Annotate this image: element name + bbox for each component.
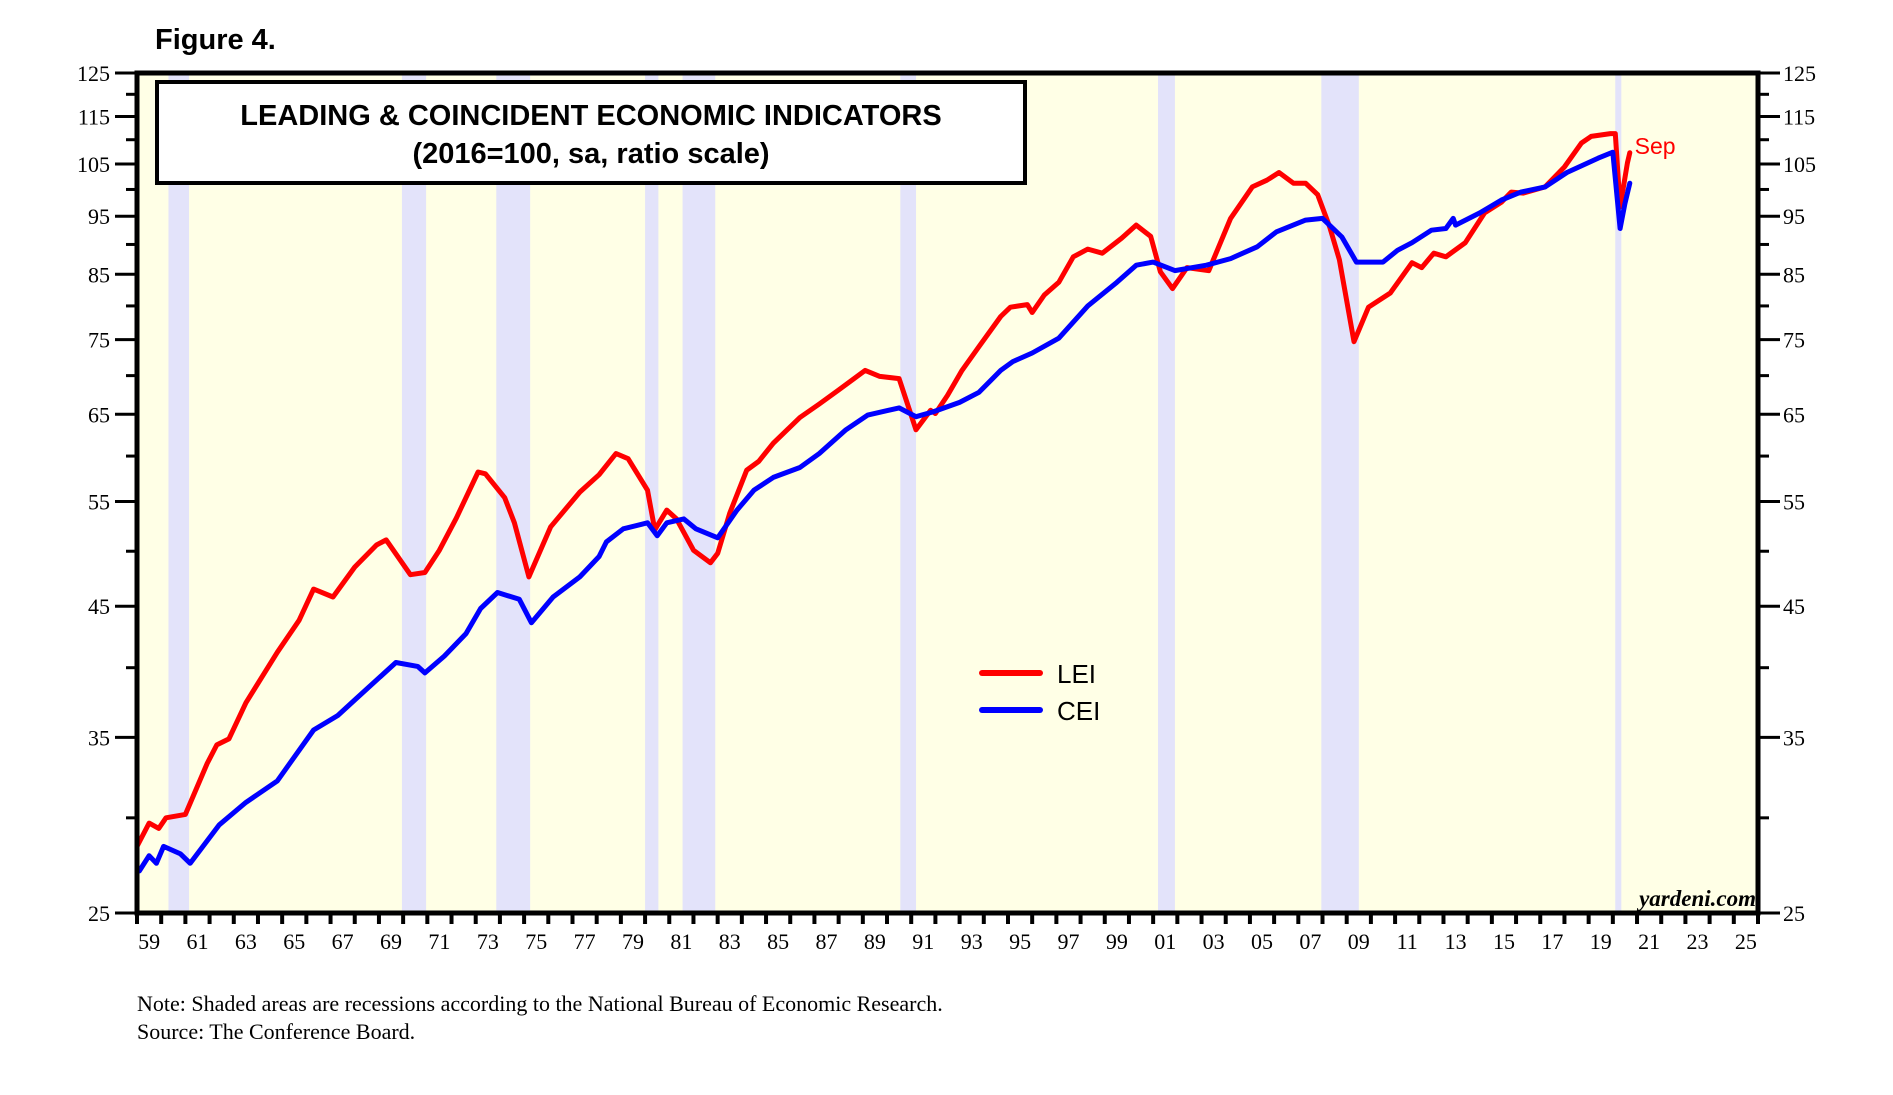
y-tick-label-left: 115 [78,105,110,130]
y-tick-label-left: 25 [88,901,110,926]
x-tick-label: 73 [477,929,499,954]
chart-subtitle: (2016=100, sa, ratio scale) [412,138,769,170]
recession-band [1157,73,1175,913]
y-tick-label-right: 85 [1783,262,1805,287]
recession-band [1321,73,1359,913]
y-tick-label-left: 65 [88,402,110,427]
x-tick-label: 89 [864,929,886,954]
x-tick-label: 83 [719,929,741,954]
y-tick-label-right: 65 [1783,402,1805,427]
x-tick-label: 79 [622,929,644,954]
x-tick-label: 91 [912,929,934,954]
x-tick-label: 17 [1541,929,1563,954]
figure-label: Figure 4. [155,24,276,56]
x-tick-label: 81 [670,929,692,954]
legend: LEI CEI [979,659,1100,726]
x-tick-label: 07 [1299,929,1321,954]
x-tick-label: 93 [961,929,983,954]
recession-band [168,73,190,913]
chart-title-box: LEADING & COINCIDENT ECONOMIC INDICATORS… [155,80,1027,185]
x-tick-label: 99 [1106,929,1128,954]
y-tick-label-left: 75 [88,328,110,353]
x-tick-label: 09 [1348,929,1370,954]
plot-frame [134,70,1761,916]
x-tick-label: 25 [1735,929,1757,954]
y-tick-label-left: 85 [88,262,110,287]
x-tick-label: 75 [525,929,547,954]
x-tick-label: 85 [767,929,789,954]
y-tick-label-right: 95 [1783,204,1805,229]
x-tick-label: 65 [283,929,305,954]
x-tick-label: 05 [1251,929,1273,954]
note-text: Note: Shaded areas are recessions accord… [137,991,943,1016]
x-tick-label: 63 [235,929,257,954]
recession-band [682,73,716,913]
y-tick-label-left: 55 [88,489,110,514]
x-tick-label: 59 [138,929,160,954]
annotations: Sep [1635,133,1676,159]
legend-label-cei: CEI [1057,696,1100,726]
x-tick-label: 87 [816,929,838,954]
y-tick-label-right: 105 [1783,152,1816,177]
source-text: Source: The Conference Board. [137,1019,416,1044]
recession-band [900,73,917,913]
x-tick-label: 15 [1493,929,1515,954]
x-tick-label: 71 [428,929,450,954]
x-tick-label: 01 [1154,929,1176,954]
x-tick-label: 13 [1445,929,1467,954]
x-tick-label: 67 [332,929,354,954]
y-tick-label-left: 35 [88,725,110,750]
recession-bands [168,73,1622,913]
x-tick-label: 19 [1590,929,1612,954]
x-tick-label: 21 [1638,929,1660,954]
watermark: yardeni.com [1636,886,1756,911]
recession-band [1615,73,1622,913]
y-tick-label-right: 35 [1783,725,1805,750]
recession-band [401,73,427,913]
y-tick-label-left: 125 [77,61,110,86]
annotation-label: Sep [1635,133,1676,159]
y-tick-label-right: 125 [1783,61,1816,86]
y-tick-label-right: 55 [1783,489,1805,514]
y-tick-label-left: 95 [88,204,110,229]
x-tick-label: 97 [1057,929,1079,954]
title-box-frame [155,80,1027,185]
axes: 25 25 35 35 45 45 55 55 65 65 75 75 85 85 95 95 105 105 11… [77,61,1816,954]
y-tick-label-left: 45 [88,594,110,619]
legend-label-lei: LEI [1057,659,1096,689]
x-tick-label: 03 [1203,929,1225,954]
y-tick-label-right: 25 [1783,901,1805,926]
series-line-cei [136,149,1633,874]
series-lines [134,131,1633,874]
x-tick-label: 61 [186,929,208,954]
x-tick-label: 23 [1687,929,1709,954]
chart-title: LEADING & COINCIDENT ECONOMIC INDICATORS [240,100,941,132]
y-tick-label-right: 115 [1783,105,1815,130]
x-tick-label: 95 [1009,929,1031,954]
x-tick-label: 69 [380,929,402,954]
chart-notes: Note: Shaded areas are recessions accord… [137,990,943,1046]
x-tick-label: 11 [1397,929,1418,954]
x-tick-label: 77 [574,929,596,954]
plot-background [137,73,1758,913]
y-tick-label-right: 75 [1783,328,1805,353]
recession-band [645,73,659,913]
y-tick-label-right: 45 [1783,594,1805,619]
y-tick-label-left: 105 [77,152,110,177]
